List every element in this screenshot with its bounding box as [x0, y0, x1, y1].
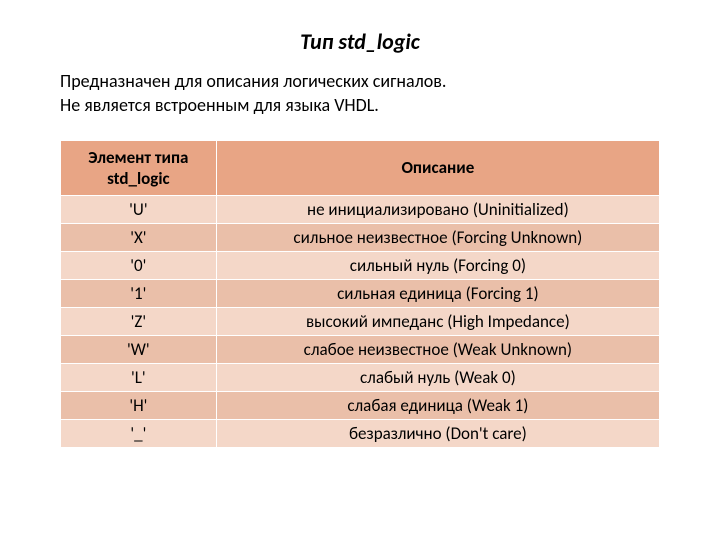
header-elem-line1: Элемент типа [88, 147, 188, 168]
cell-elem: '0' [61, 252, 217, 280]
table-row: '_' безразлично (Don't care) [61, 420, 660, 448]
cell-elem: '1' [61, 280, 217, 308]
cell-desc: не инициализировано (Uninitialized) [216, 196, 659, 224]
slide-description: Предназначен для описания логических сиг… [60, 69, 660, 118]
cell-elem: 'H' [61, 392, 217, 420]
slide-title: Тип std_logic [60, 28, 660, 55]
cell-desc: сильный нуль (Forcing 0) [216, 252, 659, 280]
cell-desc: слабый нуль (Weak 0) [216, 364, 659, 392]
cell-desc: сильная единица (Forcing 1) [216, 280, 659, 308]
table-wrapper: Элемент типа std_logic Описание 'U' не и… [60, 140, 660, 449]
desc-line-2: Не является встроенным для языка VHDL. [60, 94, 379, 116]
cell-elem: 'Z' [61, 308, 217, 336]
slide-container: Тип std_logic Предназначен для описания … [0, 0, 720, 468]
table-row: '0' сильный нуль (Forcing 0) [61, 252, 660, 280]
table-header-row: Элемент типа std_logic Описание [61, 140, 660, 196]
header-element: Элемент типа std_logic [61, 140, 217, 196]
cell-elem: 'X' [61, 224, 217, 252]
header-description: Описание [216, 140, 659, 196]
header-elem-line2: std_logic [107, 168, 170, 189]
cell-elem: '_' [61, 420, 217, 448]
cell-desc: безразлично (Don't care) [216, 420, 659, 448]
desc-line-1: Предназначен для описания логических сиг… [60, 70, 446, 92]
std-logic-table: Элемент типа std_logic Описание 'U' не и… [60, 140, 660, 449]
table-row: '1' сильная единица (Forcing 1) [61, 280, 660, 308]
cell-desc: слабое неизвестное (Weak Unknown) [216, 336, 659, 364]
cell-elem: 'L' [61, 364, 217, 392]
table-row: 'Z' высокий импеданс (High Impedance) [61, 308, 660, 336]
table-row: 'H' слабая единица (Weak 1) [61, 392, 660, 420]
table-row: 'X' сильное неизвестное (Forcing Unknown… [61, 224, 660, 252]
cell-elem: 'U' [61, 196, 217, 224]
cell-elem: 'W' [61, 336, 217, 364]
cell-desc: слабая единица (Weak 1) [216, 392, 659, 420]
table-row: 'U' не инициализировано (Uninitialized) [61, 196, 660, 224]
cell-desc: сильное неизвестное (Forcing Unknown) [216, 224, 659, 252]
table-row: 'L' слабый нуль (Weak 0) [61, 364, 660, 392]
table-row: 'W' слабое неизвестное (Weak Unknown) [61, 336, 660, 364]
cell-desc: высокий импеданс (High Impedance) [216, 308, 659, 336]
